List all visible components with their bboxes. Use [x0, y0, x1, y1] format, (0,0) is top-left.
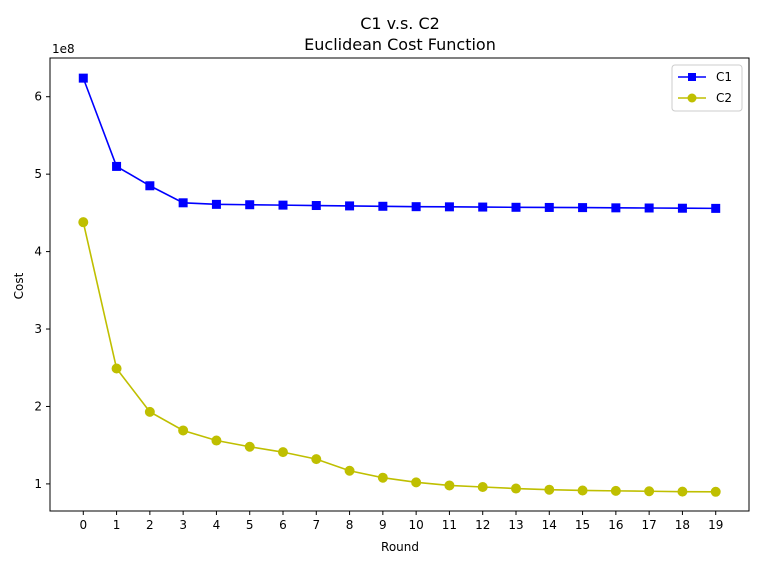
x-tick-label: 14	[542, 518, 557, 532]
plot-area	[49, 57, 750, 512]
x-tick-label: 6	[279, 518, 287, 532]
y-tick-label: 2	[34, 399, 42, 413]
series-c1-point	[677, 203, 687, 213]
series-c2-point	[211, 435, 222, 446]
series-c2	[78, 217, 721, 497]
x-tick-label: 10	[409, 518, 424, 532]
series-c1-point	[345, 201, 355, 211]
legend-item-c1: C1	[678, 70, 732, 84]
series-c1-point	[278, 200, 288, 210]
series-c1-point	[311, 201, 321, 211]
series-c2-point	[444, 480, 455, 491]
series-c2-point	[677, 486, 688, 497]
x-tick-label: 17	[642, 518, 657, 532]
series-c2-point	[144, 406, 155, 417]
series-c1-point	[145, 181, 155, 191]
series-c2-line	[82, 221, 716, 493]
x-tick-label: 5	[246, 518, 254, 532]
legend-marker-c1	[688, 73, 696, 81]
series-c1	[78, 73, 721, 213]
x-tick-label: 13	[508, 518, 523, 532]
x-tick-label: 16	[608, 518, 623, 532]
series-c1-point	[511, 202, 521, 212]
series-layer	[78, 73, 721, 497]
x-tick-label: 12	[475, 518, 490, 532]
series-c2-point	[111, 363, 122, 374]
series-c1-point	[578, 203, 588, 213]
y-tick-label: 5	[34, 167, 42, 181]
series-c2-point	[544, 484, 555, 495]
x-tick-label: 2	[146, 518, 154, 532]
series-c2-point	[477, 481, 488, 492]
x-axis-label: Round	[381, 540, 419, 554]
x-tick-label: 0	[79, 518, 87, 532]
series-c1-point	[478, 202, 488, 212]
series-c2-point	[710, 486, 721, 497]
x-tick-label: 9	[379, 518, 387, 532]
x-tick-label: 8	[346, 518, 354, 532]
series-c1-point	[644, 203, 654, 213]
legend-marker-c2	[687, 93, 697, 103]
series-c1-point	[112, 161, 122, 171]
legend: C1 C2	[671, 64, 743, 112]
chart-subtitle: Euclidean Cost Function	[304, 35, 496, 54]
x-tick-label: 3	[179, 518, 187, 532]
series-c1-point	[78, 73, 88, 83]
series-c1-line	[82, 77, 716, 210]
chart-title: C1 v.s. C2	[360, 14, 440, 33]
series-c2-point	[178, 425, 189, 436]
series-c1-point	[378, 201, 388, 211]
series-c2-point	[244, 441, 255, 452]
y-offset-label: 1e8	[52, 42, 75, 56]
y-tick-label: 1	[34, 477, 42, 491]
y-axis-label: Cost	[12, 272, 26, 299]
series-c2-point	[311, 454, 322, 465]
series-c2-point	[344, 465, 355, 476]
series-c1-point	[411, 202, 421, 212]
series-c1-point	[178, 198, 188, 208]
x-tick-label: 4	[213, 518, 221, 532]
legend-label-c1: C1	[716, 70, 732, 84]
x-tick-label: 19	[708, 518, 723, 532]
x-axis: 0 1 2 3 4 5 6 7 8 9 10 11 12 13 14 15 16 17 18 19	[79, 511, 723, 532]
x-tick-label: 11	[442, 518, 457, 532]
x-tick-label: 18	[675, 518, 690, 532]
y-tick-label: 6	[34, 90, 42, 104]
x-tick-label: 15	[575, 518, 590, 532]
x-tick-label: 7	[312, 518, 320, 532]
series-c1-point	[611, 203, 621, 213]
series-c2-point	[577, 485, 588, 496]
series-c2-point	[411, 477, 422, 488]
series-c2-point	[644, 486, 655, 497]
series-c1-point	[211, 199, 221, 209]
series-c2-point	[511, 483, 521, 494]
y-tick-label: 3	[34, 322, 42, 336]
y-tick-label: 4	[34, 245, 42, 259]
series-c1-point	[711, 203, 721, 213]
series-c1-point	[544, 202, 554, 212]
legend-label-c2: C2	[716, 91, 732, 105]
x-tick-label: 1	[113, 518, 121, 532]
series-c2-point	[610, 485, 621, 496]
series-c2-point	[278, 447, 288, 458]
series-c2-point	[78, 217, 89, 228]
series-c2-point	[377, 472, 388, 483]
series-c1-point	[444, 202, 454, 212]
plot-frame	[49, 57, 750, 512]
y-axis: 1 2 3 4 5 6	[34, 90, 50, 491]
series-c1-point	[245, 200, 255, 210]
legend-item-c2: C2	[678, 91, 732, 105]
